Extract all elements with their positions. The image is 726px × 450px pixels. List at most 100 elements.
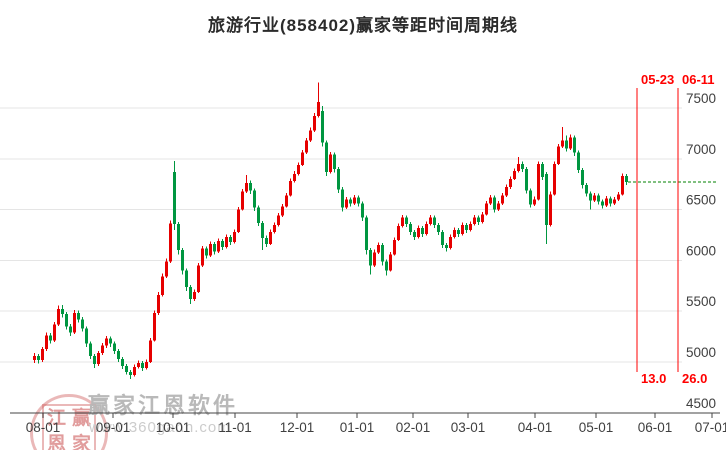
candle-body (189, 286, 192, 300)
candle-body (621, 176, 624, 195)
candle-body (337, 168, 340, 190)
candle-body (485, 203, 488, 215)
candle-body (293, 174, 296, 182)
candle-body (181, 250, 184, 271)
candle-body (377, 245, 380, 253)
watermark-url-text: www.360gann.com (89, 419, 231, 436)
candle-body (509, 179, 512, 188)
x-axis-label: 03-01 (451, 420, 486, 435)
candle-body (113, 343, 116, 351)
x-axis-label: 10-01 (156, 420, 191, 435)
candle-body (53, 324, 56, 341)
candle-body (449, 237, 452, 249)
candle-body (89, 343, 92, 356)
candle-body (369, 250, 372, 266)
candle-body (505, 187, 508, 196)
candle-body (81, 319, 84, 329)
candle-body (361, 203, 364, 218)
candle-body (381, 245, 384, 262)
x-axis-label: 11-01 (218, 420, 252, 435)
chart-title: 旅游行业(858402)赢家等距时间周期线 (207, 16, 519, 35)
candle-body (601, 201, 604, 206)
candle-body (589, 193, 592, 201)
cycle-line-period-label: 13.0 (641, 371, 666, 386)
candle-body (573, 137, 576, 153)
candle-body (617, 194, 620, 200)
candle-body (437, 224, 440, 232)
candle-body (309, 130, 312, 141)
candle-body (401, 217, 404, 226)
candle-body (277, 215, 280, 225)
candle-body (237, 209, 240, 232)
candle-body (269, 231, 272, 245)
candle-body (145, 362, 148, 369)
candle-body (101, 345, 104, 353)
y-axis-label: 7500 (686, 91, 716, 106)
candle-body (393, 240, 396, 255)
candle-body (565, 140, 568, 149)
x-axis-label: 09-01 (96, 420, 131, 435)
candle-body (529, 190, 532, 205)
candle-body (209, 244, 212, 256)
candle-body (109, 338, 112, 344)
candle-body (461, 224, 464, 234)
x-axis-label: 06-01 (638, 420, 673, 435)
y-axis-label: 5500 (686, 294, 716, 309)
candle-body (273, 224, 276, 232)
candle-body (569, 137, 572, 149)
candle-body (57, 309, 60, 325)
candle-body (385, 261, 388, 271)
candle-body (177, 223, 180, 251)
candle-body (497, 203, 500, 210)
candle-body (473, 217, 476, 224)
candle-body (33, 355, 36, 360)
candle-body (117, 350, 120, 359)
candle-body (137, 363, 140, 368)
candle-body (561, 140, 564, 147)
candle-body (285, 195, 288, 207)
candle-body (533, 199, 536, 205)
candle-body (253, 190, 256, 208)
candle-body (389, 254, 392, 271)
candle-body (609, 198, 612, 204)
candle-body (329, 154, 332, 173)
candle-body (345, 199, 348, 208)
candle-body (317, 101, 320, 117)
candle-body (173, 172, 176, 224)
candle-body (557, 146, 560, 164)
y-axis-label: 7000 (686, 142, 716, 157)
x-axis-label: 08-01 (26, 420, 61, 435)
candle-body (373, 252, 376, 266)
candle-body (433, 217, 436, 225)
y-axis-label: 6500 (686, 193, 716, 208)
candle-body (221, 241, 224, 248)
candle-body (157, 294, 160, 314)
candle-body (465, 224, 468, 230)
candle-body (37, 355, 40, 360)
candle-body (605, 198, 608, 206)
candle-body (405, 217, 408, 224)
candle-body (149, 340, 152, 362)
candle-body (65, 314, 68, 327)
cycle-line-date-label: 06-11 (682, 72, 715, 87)
candle-body (77, 313, 80, 320)
candle-body (233, 231, 236, 243)
candle-body (597, 195, 600, 202)
candle-body (197, 265, 200, 292)
candle-body (153, 313, 156, 341)
candle-body (413, 231, 416, 238)
candle-body (165, 261, 168, 277)
candle-body (229, 237, 232, 243)
candle-body (429, 217, 432, 224)
candle-body (73, 313, 76, 333)
candle-body (553, 163, 556, 195)
candle-body (501, 195, 504, 204)
candle-body (353, 197, 356, 204)
y-axis-label: 6000 (686, 243, 716, 258)
candle-body (133, 367, 136, 376)
candle-body (625, 176, 628, 183)
candle-body (545, 174, 548, 225)
candle-body (121, 358, 124, 367)
